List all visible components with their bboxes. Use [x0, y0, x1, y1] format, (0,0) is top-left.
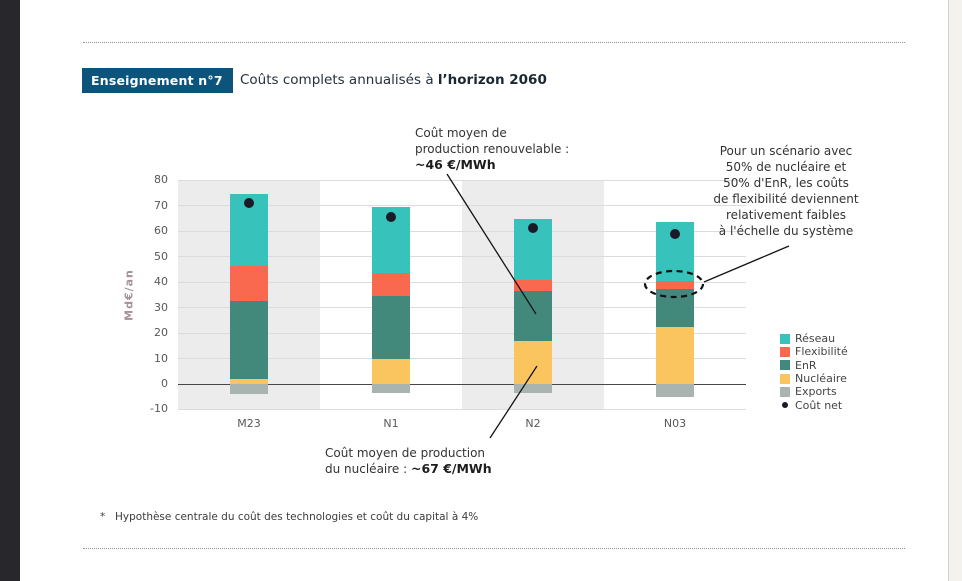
annotation-nuclear-cost: Coût moyen de production du nucléaire : …	[325, 445, 555, 477]
legend-label: Réseau	[795, 332, 836, 346]
page-edge-line	[948, 0, 949, 581]
bar-segment-nucléaire	[514, 340, 552, 384]
y-tick-label: -10	[150, 402, 168, 416]
legend-label: Nucléaire	[795, 372, 847, 386]
x-category-label: N1	[383, 417, 399, 430]
x-category-label: N03	[663, 417, 687, 430]
annotation-renewable-text: Coût moyen de production renouvelable :	[415, 126, 570, 156]
gridline	[178, 332, 746, 334]
x-category-label: N2	[525, 417, 541, 430]
y-tick-label: 40	[154, 275, 168, 289]
y-tick-label: 70	[154, 198, 168, 212]
bar-segment-flexibilité	[656, 280, 694, 289]
legend-dot-marker	[782, 402, 788, 409]
bar-segment-exports	[656, 384, 694, 397]
y-tick-label: 0	[161, 377, 168, 390]
bottom-dotted-rule	[83, 548, 905, 549]
legend-item: EnR	[780, 359, 848, 372]
cost-net-dot	[244, 198, 254, 209]
bar-segment-nucléaire	[230, 378, 268, 384]
gridline	[178, 408, 746, 410]
page-edge-margin	[949, 0, 962, 581]
page-title: Coûts complets annualisés à l’horizon 20…	[240, 72, 547, 88]
y-tick-label: 60	[154, 224, 168, 238]
y-axis-label: Md€/an	[122, 269, 136, 321]
annotation-nuclear-value: ~67 €/MWh	[410, 461, 492, 476]
footnote: * Hypothèse centrale du coût des technolo…	[100, 511, 478, 523]
legend-item: Nucléaire	[780, 372, 848, 385]
legend-square-marker	[780, 346, 790, 357]
top-dotted-rule	[83, 42, 905, 43]
gridline	[178, 358, 746, 360]
bar-segment-exports	[230, 384, 268, 395]
annotation-nuclear-text: Coût moyen de production du nucléaire :	[325, 446, 486, 476]
legend-item: Réseau	[780, 332, 848, 345]
chart-legend: Réseau Flexibilité EnR Nucléaire Exports Coût…	[780, 332, 848, 412]
left-black-margin	[0, 0, 20, 581]
bar-segment-flexibilité	[372, 273, 410, 297]
footnote-text: Hypothèse centrale du coût des technolog…	[115, 511, 479, 523]
bar-segment-enr	[372, 296, 410, 359]
legend-square-marker	[780, 360, 790, 371]
lesson-badge: Enseignement n°7	[82, 68, 233, 93]
bar-segment-enr	[514, 291, 552, 341]
page-title-bold: l’horizon 2060	[437, 72, 547, 88]
legend-item: Coût net	[780, 398, 848, 412]
footnote-marker: *	[100, 511, 106, 523]
legend-square-marker	[780, 386, 790, 397]
y-tick-label: 20	[154, 326, 168, 340]
legend-label: Exports	[795, 385, 837, 399]
bar-segment-flexibilité	[514, 279, 552, 292]
bar-segment-exports	[514, 384, 552, 393]
page-title-prefix: Coûts complets annualisés à	[240, 72, 438, 88]
bar-segment-nucléaire	[372, 358, 410, 384]
bar-segment-nucléaire	[656, 326, 694, 384]
annotation-renewable-cost: Coût moyen de production renouvelable : ~…	[415, 125, 635, 173]
bar-segment-enr	[230, 301, 268, 379]
legend-label: Coût net	[795, 398, 843, 412]
y-tick-label: 30	[154, 300, 168, 314]
gridline	[178, 179, 746, 181]
bar-segment-enr	[656, 288, 694, 327]
zero-line	[178, 383, 746, 385]
cost-net-dot	[386, 212, 396, 223]
legend-label: EnR	[795, 358, 817, 372]
legend-square-marker	[780, 373, 790, 384]
legend-item: Flexibilité	[780, 345, 848, 358]
annotation-flexibility: Pour un scénario avec 50% de nucléaire e…	[713, 144, 859, 238]
cost-net-dot	[528, 222, 538, 233]
cost-net-dot	[670, 228, 680, 239]
y-tick-label: 10	[154, 351, 168, 365]
x-category-label: M23	[237, 417, 261, 430]
bar-segment-exports	[372, 384, 410, 393]
legend-label: Flexibilité	[795, 345, 848, 359]
annotation-renewable-value: ~46 €/MWh	[415, 157, 496, 172]
y-tick-label: 50	[154, 249, 168, 263]
bar-segment-flexibilité	[230, 265, 268, 302]
legend-item: Exports	[780, 385, 848, 398]
y-tick-label: 80	[154, 173, 168, 187]
legend-square-marker	[780, 333, 790, 344]
